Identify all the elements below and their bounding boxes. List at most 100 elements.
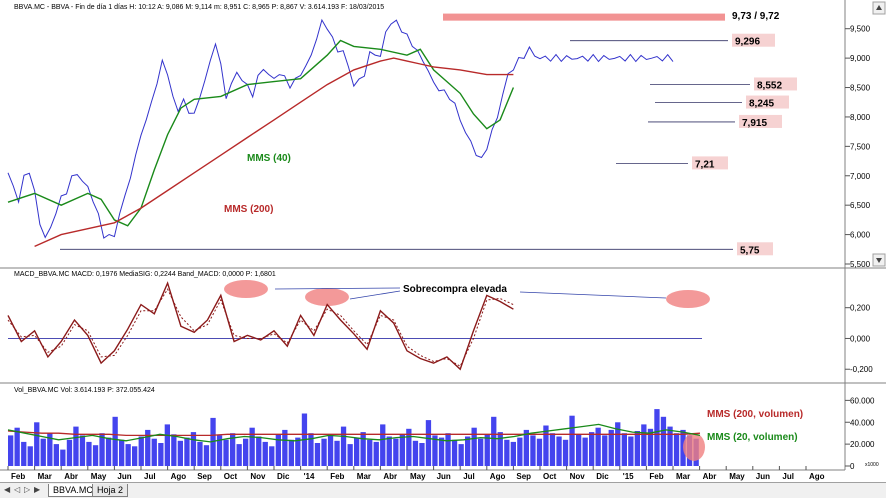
- volume-mms200-line: [7, 430, 701, 437]
- volume-ytick-label: 0: [850, 462, 855, 471]
- overbought-highlight: [305, 288, 349, 306]
- annotation-pointer: [349, 290, 401, 300]
- volume-bar: [393, 438, 399, 466]
- volume-bar: [66, 439, 73, 467]
- scroll-down-icon[interactable]: [872, 253, 886, 267]
- volume-bar: [223, 439, 229, 467]
- volume-bar: [549, 433, 556, 466]
- volume-bar: [158, 443, 164, 466]
- price-ytick-label: 7,000: [850, 172, 871, 181]
- nav-prev-icon[interactable]: ◁: [14, 485, 21, 494]
- level-label: 8,552: [757, 80, 782, 91]
- volume-bar: [412, 440, 419, 466]
- volume-bar: [628, 436, 634, 466]
- macd-ytick-label: 0,200: [850, 304, 871, 313]
- volume-ytick-label: 40.000: [850, 418, 875, 427]
- volume-bar: [615, 422, 621, 467]
- volume-bar: [576, 434, 582, 466]
- x-tick-label: Mar: [38, 472, 52, 481]
- level-label-bg: [732, 33, 775, 47]
- volume-bar: [523, 429, 529, 466]
- volume-bar: [373, 441, 379, 466]
- volume-bar: [282, 429, 288, 466]
- level-label: 7,21: [695, 159, 715, 170]
- volume-bar: [14, 427, 20, 466]
- volume-bar: [164, 424, 170, 466]
- volume-bar: [171, 434, 177, 466]
- x-tick-label: Oct: [224, 472, 238, 481]
- level-label-bg: [746, 95, 789, 109]
- volume-highlight: [683, 433, 705, 461]
- x-tick-label: May: [410, 472, 426, 481]
- macd-panel[interactable]: [0, 268, 886, 383]
- price-ytick-label: 6,500: [850, 201, 871, 210]
- volume-bar: [249, 427, 255, 466]
- volume-bar: [634, 431, 640, 466]
- x-tick-label: Ago: [490, 472, 506, 481]
- volume-bar: [92, 445, 99, 466]
- volume-bar: [138, 436, 144, 466]
- volume-bar: [86, 441, 92, 466]
- volume-bar: [360, 432, 366, 466]
- level-label: 9,73 / 9,72: [732, 11, 780, 22]
- x-tick-label: Nov: [250, 472, 266, 481]
- x-tick-label: Ago: [809, 472, 825, 481]
- volume-bar: [354, 437, 360, 466]
- volume-bar: [543, 425, 549, 466]
- tab-hoja-2[interactable]: Hoja 2: [92, 484, 129, 497]
- x-tick-label: Jul: [463, 472, 475, 481]
- x-tick-label: Jun: [117, 472, 131, 481]
- volume-bar: [269, 446, 275, 466]
- volume-bar: [295, 437, 301, 466]
- nav-last-icon[interactable]: ▶: [34, 485, 41, 494]
- volume-bar: [308, 433, 314, 466]
- scroll-up-icon[interactable]: [872, 1, 886, 15]
- volume-ytick-label: 60.000: [850, 396, 875, 405]
- x-tick-label: Sep: [516, 472, 531, 481]
- x-tick-label: Feb: [330, 472, 344, 481]
- volume-bar: [34, 422, 40, 467]
- level-label-bg: [754, 77, 797, 91]
- volume-bar: [556, 436, 562, 466]
- volume-bar: [451, 439, 458, 467]
- x-tick-label: May: [729, 472, 745, 481]
- macd-header: MACD_BBVA.MC MACD: 0,1976 MediaSIG: 0,22…: [14, 271, 276, 278]
- level-label: 9,296: [735, 37, 760, 48]
- volume-bar: [660, 416, 667, 466]
- volume-bar: [340, 426, 347, 466]
- volume-bar: [419, 443, 425, 466]
- legend-mms200-volumen: MMS (200, volumen): [707, 409, 803, 420]
- x-tick-label: Jul: [144, 472, 156, 481]
- price-series-line: [7, 18, 674, 239]
- volume-bar: [484, 434, 490, 466]
- volume-bar: [243, 438, 249, 466]
- level-label: 8,245: [749, 99, 774, 110]
- volume-bar: [504, 439, 510, 467]
- volume-bar: [510, 441, 516, 466]
- volume-bar: [530, 435, 536, 466]
- volume-bar: [132, 446, 138, 466]
- volume-bar: [79, 435, 86, 466]
- volume-bar: [327, 435, 334, 466]
- volume-bar: [654, 409, 660, 466]
- price-ytick-label: 5,500: [850, 260, 871, 269]
- volume-bar: [491, 416, 497, 466]
- volume-bar: [667, 426, 673, 466]
- volume-bar: [602, 435, 608, 466]
- level-label: 7,915: [742, 118, 767, 129]
- annotation-pointer: [274, 287, 401, 290]
- tab-bbva[interactable]: BBVA.MC: [48, 484, 98, 497]
- price-ytick-label: 9,500: [850, 25, 871, 34]
- level-label-bg: [692, 156, 728, 170]
- volume-bar: [406, 428, 412, 466]
- x-tick-label: '15: [623, 472, 634, 481]
- volume-bar: [190, 432, 197, 466]
- nav-first-icon[interactable]: ◀: [4, 485, 11, 494]
- nav-next-icon[interactable]: ▷: [24, 485, 31, 494]
- volume-bar: [99, 433, 105, 466]
- x-tick-label: May: [91, 472, 107, 481]
- macd-line: [7, 281, 514, 371]
- volume-bar: [425, 420, 432, 466]
- x-tick-label: Dic: [596, 472, 609, 481]
- x-tick-label: Nov: [570, 472, 586, 481]
